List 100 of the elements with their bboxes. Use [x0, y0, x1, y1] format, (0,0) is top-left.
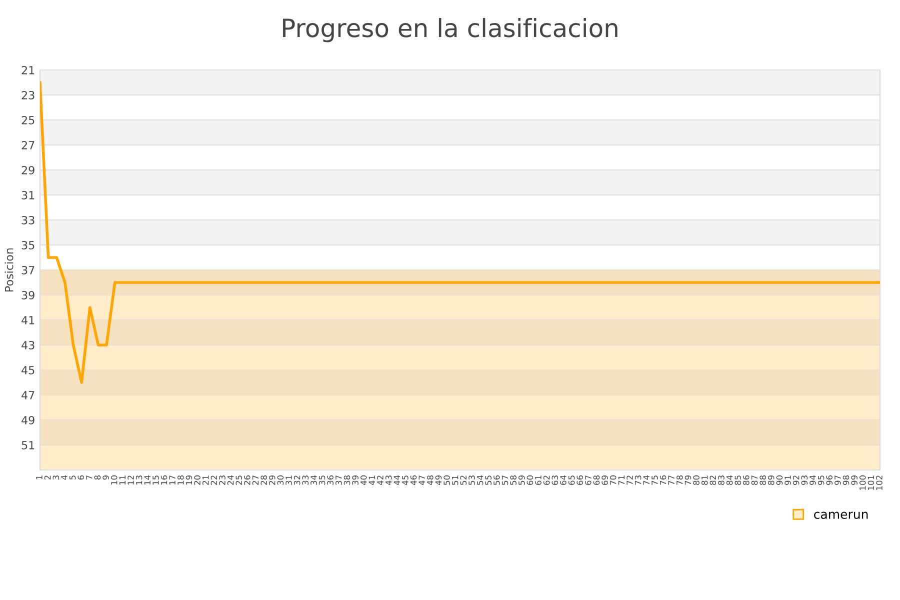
x-tick-label: 31 — [286, 476, 292, 485]
x-tick-label: 25 — [236, 476, 242, 485]
x-tick-label: 35 — [318, 476, 326, 485]
x-tick-label: 94 — [810, 475, 816, 485]
y-tick-label: 51 — [22, 441, 34, 450]
x-tick-label: 71 — [618, 476, 624, 485]
x-tick-label: 11 — [119, 476, 126, 485]
x-tick-label: 13 — [136, 476, 142, 485]
x-tick-label: 55 — [485, 476, 492, 485]
y-tick-label: 31 — [22, 190, 34, 200]
x-tick-label: 79 — [684, 475, 692, 485]
legend-label: camerun — [814, 512, 868, 519]
x-tick-label: 3 — [52, 476, 60, 480]
x-tick-label: 49 — [435, 475, 442, 486]
x-tick-label: 20 — [194, 475, 200, 485]
x-tick-label: 29 — [268, 475, 276, 485]
x-tick-label: 83 — [718, 476, 724, 485]
x-tick-label: 102 — [876, 476, 882, 490]
x-tick-label: 100 — [859, 475, 866, 490]
x-tick-label: 43 — [385, 476, 392, 486]
x-tick-label: 44 — [394, 475, 400, 486]
x-tick-label: 73 — [634, 476, 642, 485]
x-tick-label: 7 — [86, 476, 92, 480]
x-tick-label: 62 — [543, 476, 550, 485]
x-tick-label: 80 — [693, 475, 700, 485]
y-tick-label: 45 — [22, 366, 34, 374]
x-tick-label: 90 — [776, 475, 783, 485]
x-tick-label: 58 — [510, 475, 516, 485]
x-tick-label: 54 — [477, 475, 484, 485]
y-tick-label: 39 — [22, 290, 34, 300]
x-tick-label: 9 — [102, 475, 109, 480]
x-tick-label: 95 — [818, 476, 824, 485]
x-tick-label: 34 — [310, 475, 317, 485]
x-tick-label: 63 — [552, 476, 558, 485]
x-tick-label: 27 — [252, 476, 259, 485]
x-tick-label: 40 — [360, 475, 367, 486]
y-axis-title: Posicion — [4, 248, 14, 292]
x-tick-label: 98 — [842, 475, 850, 485]
x-tick-label: 69 — [602, 475, 608, 485]
y-tick-label: 27 — [22, 140, 34, 150]
x-tick-label: 6 — [78, 475, 84, 480]
x-tick-label: 67 — [585, 476, 592, 485]
x-tick-label: 30 — [277, 475, 284, 485]
x-tick-label: 56 — [494, 475, 500, 485]
x-tick-label: 46 — [410, 475, 417, 486]
x-tick-label: 22 — [210, 476, 217, 485]
x-tick-label: 78 — [676, 475, 683, 485]
x-tick-label: 57 — [502, 476, 508, 485]
y-tick-label: 33 — [22, 216, 34, 224]
x-tick-label: 5 — [69, 476, 76, 480]
y-tick-label: 43 — [22, 340, 34, 350]
x-tick-label: 72 — [626, 476, 633, 485]
x-tick-label: 4 — [61, 475, 68, 480]
y-tick-label: 23 — [22, 90, 34, 100]
x-tick-label: 82 — [710, 476, 716, 485]
y-tick-label: 35 — [22, 240, 34, 250]
x-tick-label: 16 — [160, 475, 168, 485]
x-tick-label: 10 — [110, 475, 118, 485]
y-tick-label: 21 — [22, 66, 34, 74]
x-tick-label: 41 — [368, 476, 375, 486]
y-tick-label: 37 — [22, 266, 34, 274]
x-tick-label: 99 — [851, 475, 858, 485]
x-tick-label: 38 — [344, 475, 350, 485]
x-tick-label: 37 — [336, 476, 342, 485]
x-tick-label: 60 — [526, 475, 534, 485]
x-tick-label: 89 — [768, 475, 774, 485]
x-tick-label: 1 — [36, 476, 42, 480]
x-tick-label: 8 — [94, 475, 101, 480]
x-tick-label: 21 — [202, 476, 209, 485]
x-tick-label: 36 — [327, 475, 334, 485]
x-tick-label: 32 — [294, 476, 300, 485]
x-tick-label: 96 — [826, 475, 833, 485]
x-tick-label: 97 — [834, 476, 841, 485]
x-tick-label: 84 — [726, 475, 733, 485]
line-series — [40, 81, 880, 384]
chart-title: Progreso en la clasificacion — [283, 18, 618, 42]
x-tick-label: 12 — [128, 476, 134, 485]
x-tick-label: 88 — [760, 475, 766, 485]
x-tick-label: 28 — [260, 475, 267, 485]
x-tick-label: 53 — [468, 476, 475, 485]
x-tick-label: 17 — [169, 476, 176, 485]
x-tick-label: 86 — [743, 475, 750, 485]
x-tick-label: 75 — [652, 476, 658, 485]
x-tick-label: 52 — [460, 476, 467, 485]
y-tick-label: 41 — [22, 316, 34, 324]
x-tick-label: 85 — [734, 476, 742, 485]
x-tick-label: 59 — [518, 475, 525, 485]
x-tick-label: 24 — [227, 475, 234, 485]
x-tick-label: 26 — [244, 475, 250, 485]
x-tick-label: 68 — [593, 475, 600, 485]
x-tick-label: 66 — [576, 475, 584, 485]
x-tick-label: 45 — [402, 476, 408, 486]
x-tick-label: 91 — [784, 476, 791, 485]
x-tick-label: 39 — [352, 475, 358, 485]
x-tick-label: 93 — [801, 476, 808, 485]
x-tick-label: 76 — [660, 475, 666, 485]
y-tick-label: 29 — [22, 166, 34, 174]
x-tick-label: 47 — [418, 476, 425, 486]
x-tick-label: 65 — [568, 476, 575, 485]
x-tick-label: 2 — [44, 476, 51, 480]
